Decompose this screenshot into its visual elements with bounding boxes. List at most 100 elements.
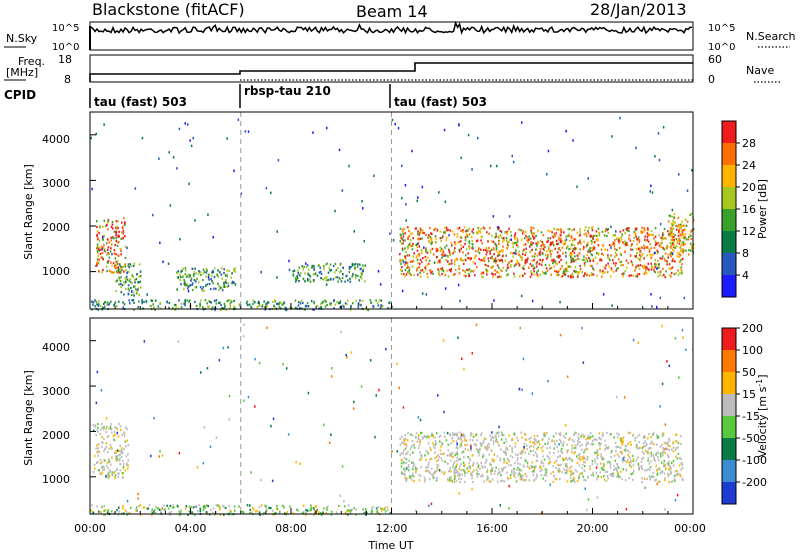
velocity-cell-705	[479, 448, 481, 450]
velocity-cell-126	[103, 428, 105, 430]
velocity-cell-896	[572, 445, 574, 447]
power-cell-1018	[425, 234, 427, 236]
power-cell-2061	[413, 255, 415, 257]
velocity-cell-665	[594, 438, 596, 440]
power-cell-109	[99, 240, 101, 242]
power-cell-1950	[402, 230, 404, 232]
velocity-cell-564	[529, 467, 531, 469]
power-cell-518	[325, 306, 327, 308]
velocity-cell-990	[565, 469, 567, 471]
power-cell-356	[212, 270, 214, 272]
velocity-cell-1289	[418, 437, 420, 439]
velocity-cell-1137	[600, 471, 602, 473]
velocity-cell-1154	[569, 458, 571, 460]
velocity-cell-420	[653, 443, 655, 445]
velocity-cell-546	[581, 449, 583, 451]
power-cell-1668	[479, 252, 481, 254]
velocity-cell-1295	[675, 447, 677, 449]
velocity-cell-1660	[119, 511, 121, 513]
velocity-cell-42	[106, 442, 108, 444]
velocity-cell-1696	[353, 407, 355, 410]
velocity-cell-1207	[496, 440, 498, 442]
velocity-cell-120	[106, 446, 108, 448]
power-cell-747	[280, 301, 282, 303]
velocity-cell-672	[405, 434, 407, 436]
power-cell-2345	[90, 137, 92, 140]
velocity-cell-1382	[591, 443, 593, 445]
power-cell-2213	[685, 243, 687, 245]
velocity-cell-692	[440, 449, 442, 451]
velocity-cell-1251	[425, 459, 427, 461]
velocity-cell-988	[542, 438, 544, 440]
power-cell-1783	[624, 250, 626, 252]
power-cell-866	[663, 274, 665, 276]
power-cell-2002	[525, 262, 527, 264]
velocity-cell-1119	[433, 477, 435, 479]
power-cell-2344	[459, 300, 461, 303]
velocity-cell-1830	[664, 508, 666, 511]
power-cell-566	[370, 299, 372, 301]
velocity-cell-1220	[420, 432, 422, 434]
power-cell-1835	[517, 260, 519, 262]
power-cell-2262	[688, 249, 690, 251]
power-cell-358	[208, 279, 210, 281]
power-cell-84	[106, 270, 108, 272]
power-cell-2162	[601, 249, 603, 251]
velocity-cell-1461	[154, 509, 156, 511]
velocity-cell-1739	[288, 433, 290, 436]
power-cell-1659	[654, 259, 656, 261]
power-cell-2159	[495, 233, 497, 235]
power-cell-14	[100, 253, 102, 255]
velocity-cell-777	[531, 467, 533, 469]
velocity-cell-696	[563, 441, 565, 443]
power-cell-2109	[521, 257, 523, 259]
velocity-cell-1589	[198, 504, 200, 506]
power-cell-45	[121, 222, 123, 224]
power-cell-851	[478, 230, 480, 232]
velocity-cell-1359	[595, 452, 597, 454]
velocity-cell-1693	[539, 443, 541, 446]
velocity-cell-1183	[464, 436, 466, 438]
power-cell-2356	[189, 139, 191, 142]
power-cell-1307	[664, 228, 666, 230]
velocity-cell-1738	[443, 411, 445, 414]
velocity-cell-847	[453, 463, 455, 465]
power-cell-906	[540, 240, 542, 242]
power-cell-1770	[615, 270, 617, 272]
power-cell-192	[123, 281, 125, 283]
power-cell-438	[314, 273, 316, 275]
velocity-cell-683	[549, 447, 551, 449]
power-cell-606	[196, 305, 198, 307]
power-cell-2128	[407, 266, 409, 268]
power-cell-1083	[570, 248, 572, 250]
power-cell-697	[110, 301, 112, 303]
velocity-cell-669	[431, 468, 433, 470]
velocity-cell-152	[94, 425, 96, 427]
velocity-cell-580	[500, 448, 502, 450]
velocity-cell-942	[532, 461, 534, 463]
velocity-cell-499	[452, 466, 454, 468]
power-cell-1683	[607, 263, 609, 265]
velocity-cell-421	[521, 474, 523, 476]
power-cell-2060	[503, 267, 505, 269]
velocity-cell-1358	[478, 465, 480, 467]
velocity-cell-1697	[520, 327, 522, 330]
power-cell-1949	[488, 247, 490, 249]
velocity-cell-719	[582, 464, 584, 466]
power-cell-1313	[614, 245, 616, 247]
power-cell-1759	[461, 259, 463, 261]
power-cell-1828	[419, 263, 421, 265]
power-cell-1537	[670, 230, 672, 232]
velocity-cell-1126	[616, 463, 618, 465]
power-cell-2098	[653, 269, 655, 271]
velocity-cell-1004	[511, 472, 513, 474]
power-cell-778	[276, 303, 278, 305]
power-cell-1303	[446, 245, 448, 247]
power-cell-2071	[524, 273, 526, 275]
power-cell-1711	[469, 233, 471, 235]
power-cell-345	[231, 277, 233, 279]
power-cell-1799	[539, 263, 541, 265]
power-cell-788	[301, 300, 303, 302]
power-cell-1884	[410, 274, 412, 276]
power-cell-1689	[403, 240, 405, 242]
